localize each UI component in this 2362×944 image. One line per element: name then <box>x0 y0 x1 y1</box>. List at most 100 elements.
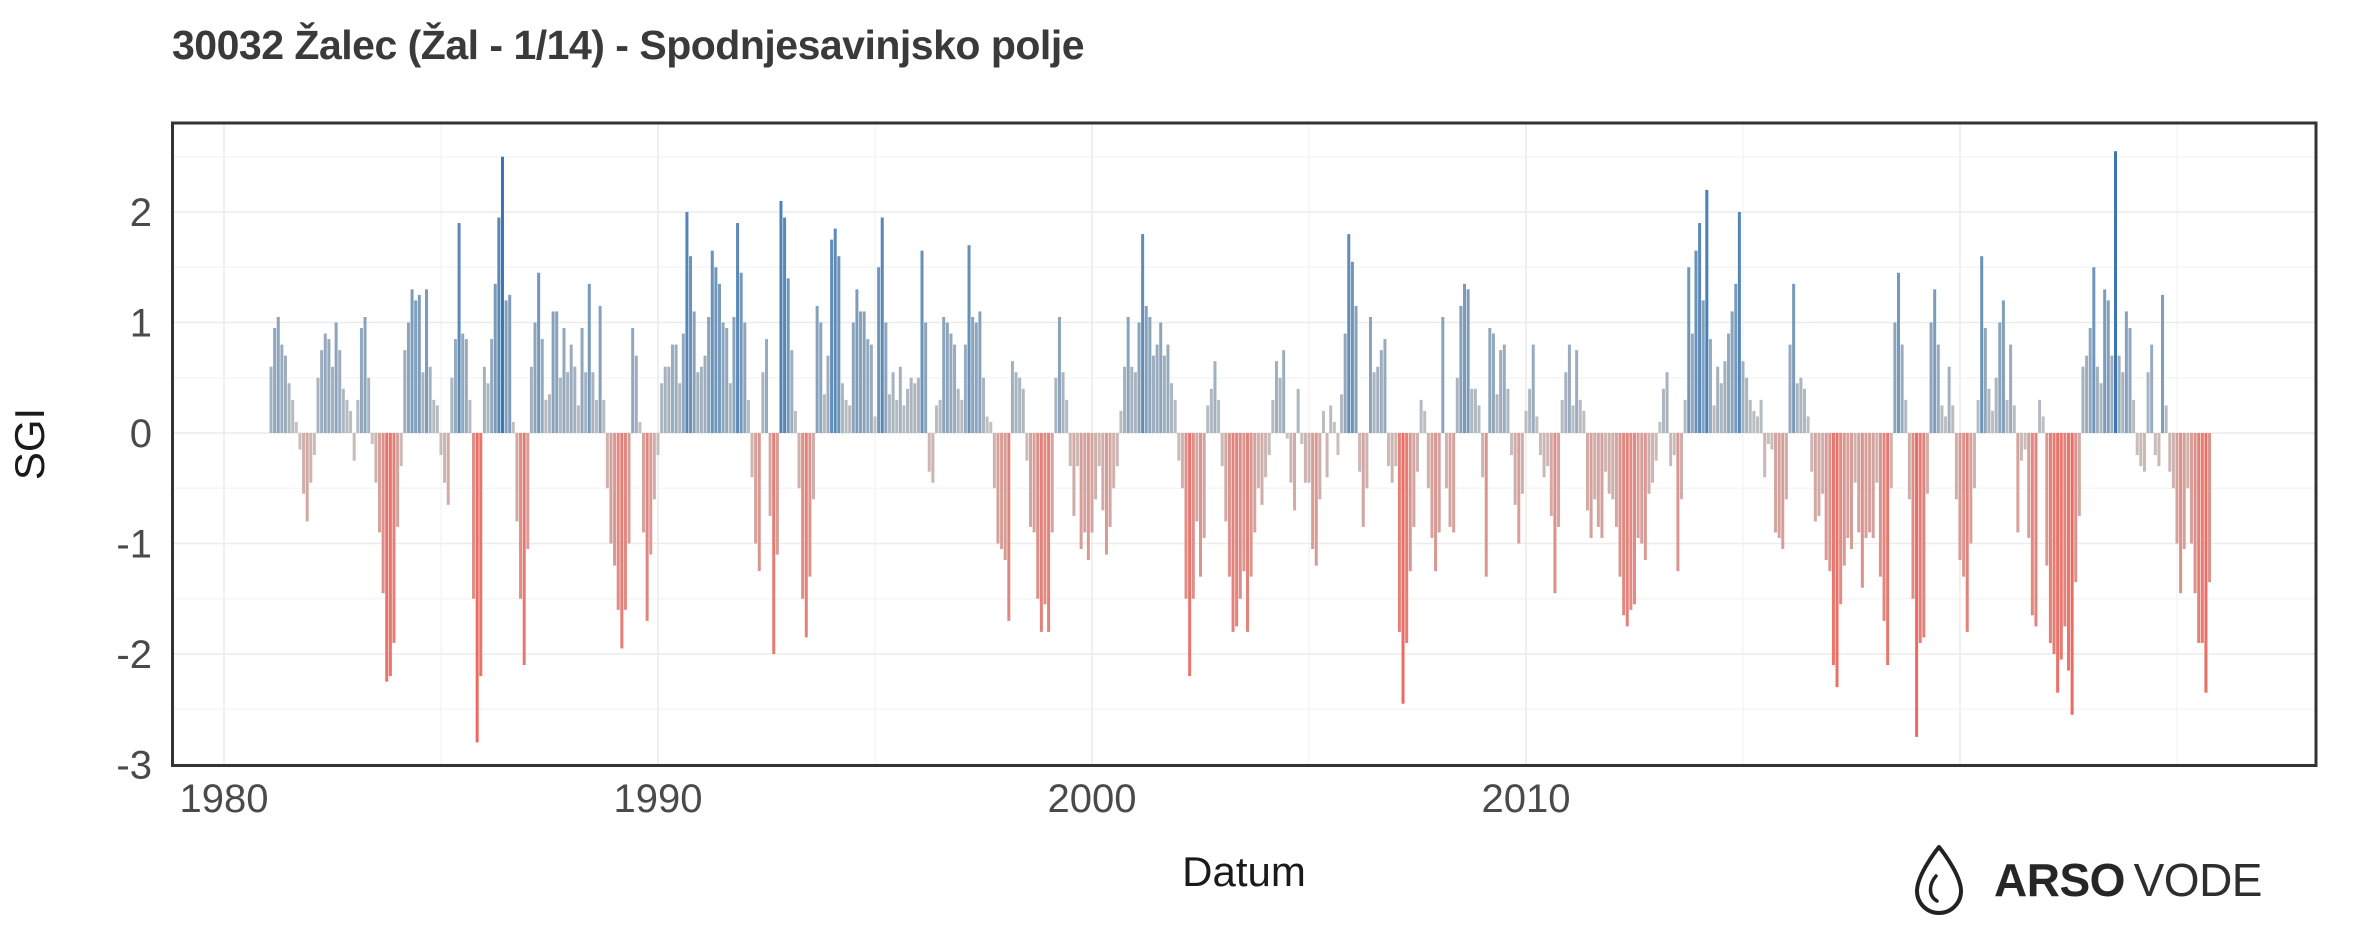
sgi-bar <box>569 344 573 433</box>
sgi-bar <box>294 421 298 433</box>
sgi-bar <box>1076 433 1080 467</box>
water-drop-icon <box>1915 845 1963 915</box>
sgi-bar <box>1144 305 1148 433</box>
sgi-bar <box>359 328 363 433</box>
y-tick-label: 2 <box>130 191 152 235</box>
sgi-bar <box>1188 433 1192 677</box>
sgi-bar <box>1994 377 1998 433</box>
sgi-bar <box>1585 433 1589 511</box>
sgi-bar <box>2030 433 2034 616</box>
sgi-bar <box>2189 433 2193 544</box>
sgi-bar <box>1517 433 1521 544</box>
sgi-bar <box>924 322 928 433</box>
sgi-bar <box>2164 405 2168 434</box>
sgi-bar <box>1983 328 1987 433</box>
sgi-bar <box>1712 405 1716 434</box>
sgi-bar <box>927 433 931 472</box>
sgi-bar <box>1792 283 1796 433</box>
sgi-bar <box>1394 433 1398 467</box>
sgi-bar <box>396 433 400 527</box>
sgi-bar <box>1014 372 1018 434</box>
sgi-bar <box>1177 433 1181 461</box>
sgi-bar <box>1007 433 1011 621</box>
sgi-bar <box>1159 322 1163 433</box>
sgi-bar <box>309 433 313 483</box>
sgi-bar <box>750 433 754 478</box>
sgi-bar <box>1596 433 1600 527</box>
sgi-bar <box>743 322 747 433</box>
sgi-bar <box>1998 322 2002 433</box>
sgi-bar <box>291 399 295 433</box>
sgi-bar <box>620 433 624 649</box>
sgi-bar <box>598 305 602 433</box>
bars <box>269 151 2212 743</box>
sgi-bar <box>736 223 740 433</box>
sgi-bar <box>631 328 635 433</box>
sgi-bar <box>1578 399 1582 433</box>
sgi-bar <box>446 433 450 505</box>
sgi-bar <box>1719 383 1723 433</box>
sgi-bar <box>1640 433 1644 544</box>
sgi-bar <box>1336 433 1340 456</box>
sgi-bar <box>2146 372 2150 434</box>
sgi-bar <box>1687 267 1691 433</box>
sgi-bar <box>837 256 841 433</box>
sgi-bar <box>667 366 671 433</box>
sgi-bar <box>2088 328 2092 433</box>
sgi-bar <box>2193 433 2197 594</box>
sgi-bar <box>1256 433 1260 489</box>
sgi-bar <box>1513 433 1517 505</box>
sgi-bar <box>428 366 432 433</box>
sgi-bar <box>2150 344 2154 433</box>
sgi-bar <box>1907 433 1911 500</box>
sgi-bar <box>1748 399 1752 433</box>
sgi-bar <box>2023 433 2027 450</box>
sgi-bar <box>1969 433 1973 544</box>
sgi-bar <box>1607 433 1611 494</box>
sgi-bar <box>1575 350 1579 434</box>
sgi-bar <box>1350 261 1354 434</box>
sgi-bar <box>739 272 743 433</box>
sgi-bar <box>812 433 816 500</box>
sgi-bar <box>1108 433 1112 527</box>
sgi-bar <box>1025 433 1029 461</box>
sgi-bar <box>786 278 790 433</box>
sgi-bar <box>316 377 320 433</box>
y-tick-label: -1 <box>116 523 152 567</box>
sgi-bar <box>1303 433 1307 483</box>
sgi-bar <box>775 433 779 555</box>
sgi-bar <box>953 344 957 433</box>
sgi-bar <box>2121 372 2125 434</box>
sgi-bar <box>464 339 468 433</box>
sgi-bar <box>2132 399 2136 433</box>
sgi-bar <box>898 366 902 433</box>
sgi-bar <box>699 366 703 433</box>
sgi-bar <box>533 322 537 433</box>
sgi-bar <box>971 316 975 434</box>
sgi-bar <box>1604 433 1608 472</box>
sgi-bar <box>992 433 996 489</box>
logo-text-bold: ARSO <box>1994 854 2125 906</box>
sgi-bar <box>681 333 685 433</box>
sgi-bar <box>1416 433 1419 472</box>
x-tick-label: 1980 <box>180 777 269 821</box>
sgi-bar <box>1094 433 1098 500</box>
sgi-bar <box>1734 283 1738 433</box>
y-tick-label: -2 <box>116 633 152 677</box>
sgi-bar <box>855 289 859 433</box>
sgi-bar <box>1343 333 1347 433</box>
sgi-bar <box>2077 433 2081 516</box>
sgi-bar <box>1318 433 1322 500</box>
sgi-bar <box>1260 433 1264 505</box>
sgi-bar <box>815 305 819 433</box>
sgi-bar <box>2106 300 2110 433</box>
sgi-bar <box>1777 433 1781 538</box>
sgi-bar <box>851 322 855 433</box>
sgi-bar <box>2179 433 2183 594</box>
sgi-bar <box>522 433 526 666</box>
sgi-bar <box>443 433 447 483</box>
sgi-bar <box>1372 372 1376 434</box>
sgi-bar <box>479 433 483 677</box>
sgi-bar <box>2128 328 2132 433</box>
sgi-bar <box>399 433 403 467</box>
